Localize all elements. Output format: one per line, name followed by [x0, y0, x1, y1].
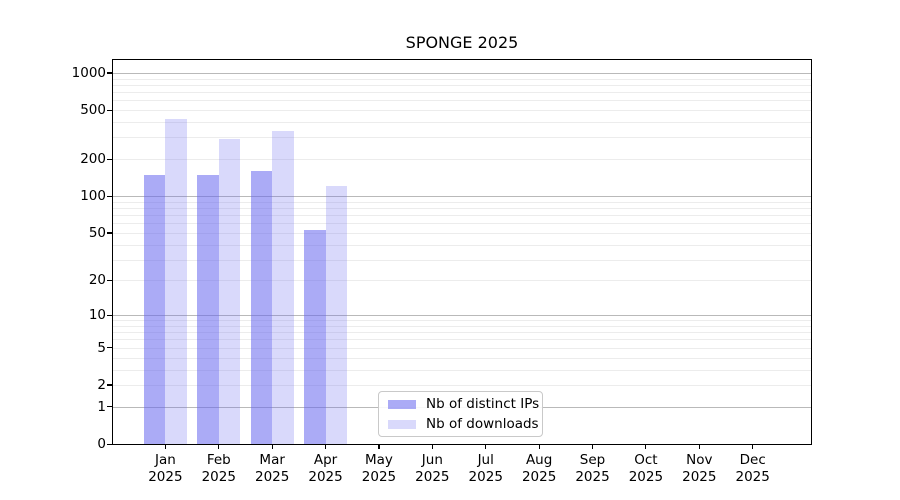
- gridline-minor: [113, 207, 811, 209]
- gridline-minor: [113, 84, 811, 86]
- y-tick-mark: [107, 195, 113, 197]
- gridline-minor: [113, 332, 811, 334]
- gridline-minor: [113, 339, 811, 341]
- y-tick-mark: [107, 158, 113, 160]
- y-tick-label: 20: [88, 272, 106, 289]
- x-tick-mark: [378, 445, 380, 449]
- x-tick-label: Jun 2025: [415, 452, 450, 485]
- y-tick-label: 10: [88, 307, 106, 324]
- gridline-major: [113, 315, 811, 317]
- x-tick-label: Mar 2025: [254, 452, 290, 485]
- y-tick-label: 2: [97, 376, 106, 393]
- gridline-minor: [113, 92, 811, 94]
- x-tick-label: Jul 2025: [468, 452, 503, 485]
- legend-item-downloads: Nb of downloads: [388, 416, 539, 433]
- y-tick-mark: [107, 443, 113, 445]
- y-tick-label: 50: [88, 224, 106, 241]
- y-tick-mark: [107, 347, 113, 349]
- gridline-minor: [113, 159, 811, 161]
- bar-downloads: [325, 186, 347, 444]
- x-tick-label: Jan 2025: [148, 452, 183, 485]
- gridline-major: [113, 196, 811, 198]
- x-tick-label: Feb 2025: [201, 452, 236, 485]
- x-tick-label: Aug 2025: [521, 452, 557, 485]
- y-tick-mark: [107, 406, 113, 408]
- legend-swatch-distinct-ips-icon: [388, 399, 416, 409]
- x-tick-mark: [698, 445, 700, 449]
- x-tick-label: Apr 2025: [308, 452, 343, 485]
- gridline-minor: [113, 137, 811, 139]
- gridline-minor: [113, 259, 811, 261]
- y-tick-label: 500: [80, 102, 106, 119]
- y-tick-label: 0: [97, 436, 106, 452]
- gridline-minor: [113, 244, 811, 246]
- x-tick-mark: [218, 445, 220, 449]
- y-tick-label: 200: [80, 151, 106, 168]
- gridline-minor: [113, 122, 811, 124]
- bar-downloads: [218, 139, 241, 444]
- bar-downloads: [165, 119, 187, 444]
- gridline-minor: [113, 347, 811, 349]
- x-tick-mark: [485, 445, 487, 449]
- y-tick-mark: [107, 109, 113, 111]
- y-tick-mark: [107, 72, 113, 74]
- x-tick-label: Sep 2025: [575, 452, 610, 485]
- legend-swatch-downloads-icon: [388, 419, 416, 429]
- x-tick-mark: [431, 445, 433, 449]
- gridline-minor: [113, 100, 811, 102]
- gridline-minor: [113, 320, 811, 322]
- x-tick-label: Nov 2025: [682, 452, 717, 485]
- bar-downloads: [272, 130, 294, 444]
- plot-area: [112, 59, 812, 445]
- y-tick-mark: [107, 384, 113, 386]
- x-tick-label: Oct 2025: [628, 452, 664, 485]
- gridline-minor: [113, 384, 811, 386]
- gridline-minor: [113, 110, 811, 112]
- legend-label-distinct-ips: Nb of distinct IPs: [426, 395, 540, 412]
- x-tick-mark: [538, 445, 540, 449]
- x-tick-label: May 2025: [361, 452, 397, 485]
- x-tick-mark: [164, 445, 166, 449]
- y-tick-mark: [107, 279, 113, 282]
- y-tick-label: 1: [97, 398, 106, 415]
- gridline-minor: [113, 78, 811, 80]
- bar-distinct-ips: [250, 171, 273, 444]
- bar-distinct-ips: [197, 175, 219, 444]
- bar-distinct-ips: [304, 229, 326, 444]
- y-tick-label: 5: [97, 339, 106, 356]
- legend-item-distinct-ips: Nb of distinct IPs: [388, 396, 539, 413]
- x-tick-label: Dec 2025: [735, 452, 770, 485]
- x-tick-mark: [645, 445, 647, 449]
- gridline-major: [113, 72, 811, 74]
- y-tick-mark: [107, 314, 113, 316]
- legend-label-downloads: Nb of downloads: [426, 415, 539, 432]
- gridline-minor: [113, 280, 811, 282]
- x-tick-mark: [271, 445, 273, 449]
- y-tick-mark: [107, 232, 113, 234]
- gridline-minor: [113, 223, 811, 225]
- x-tick-mark: [591, 445, 594, 449]
- y-tick-label: 100: [80, 188, 106, 205]
- gridline-minor: [113, 357, 811, 359]
- gridline-minor: [113, 232, 811, 234]
- chart-title: SPONGE 2025: [405, 33, 519, 52]
- gridline-minor: [113, 201, 811, 203]
- gridline-minor: [113, 325, 811, 327]
- y-tick-label: 1000: [71, 64, 106, 81]
- x-tick-mark: [324, 445, 327, 449]
- gridline-minor: [113, 369, 811, 371]
- x-tick-mark: [752, 445, 754, 449]
- legend: Nb of distinct IPs Nb of downloads: [378, 391, 543, 437]
- gridline-minor: [113, 215, 811, 217]
- bar-distinct-ips: [144, 174, 166, 444]
